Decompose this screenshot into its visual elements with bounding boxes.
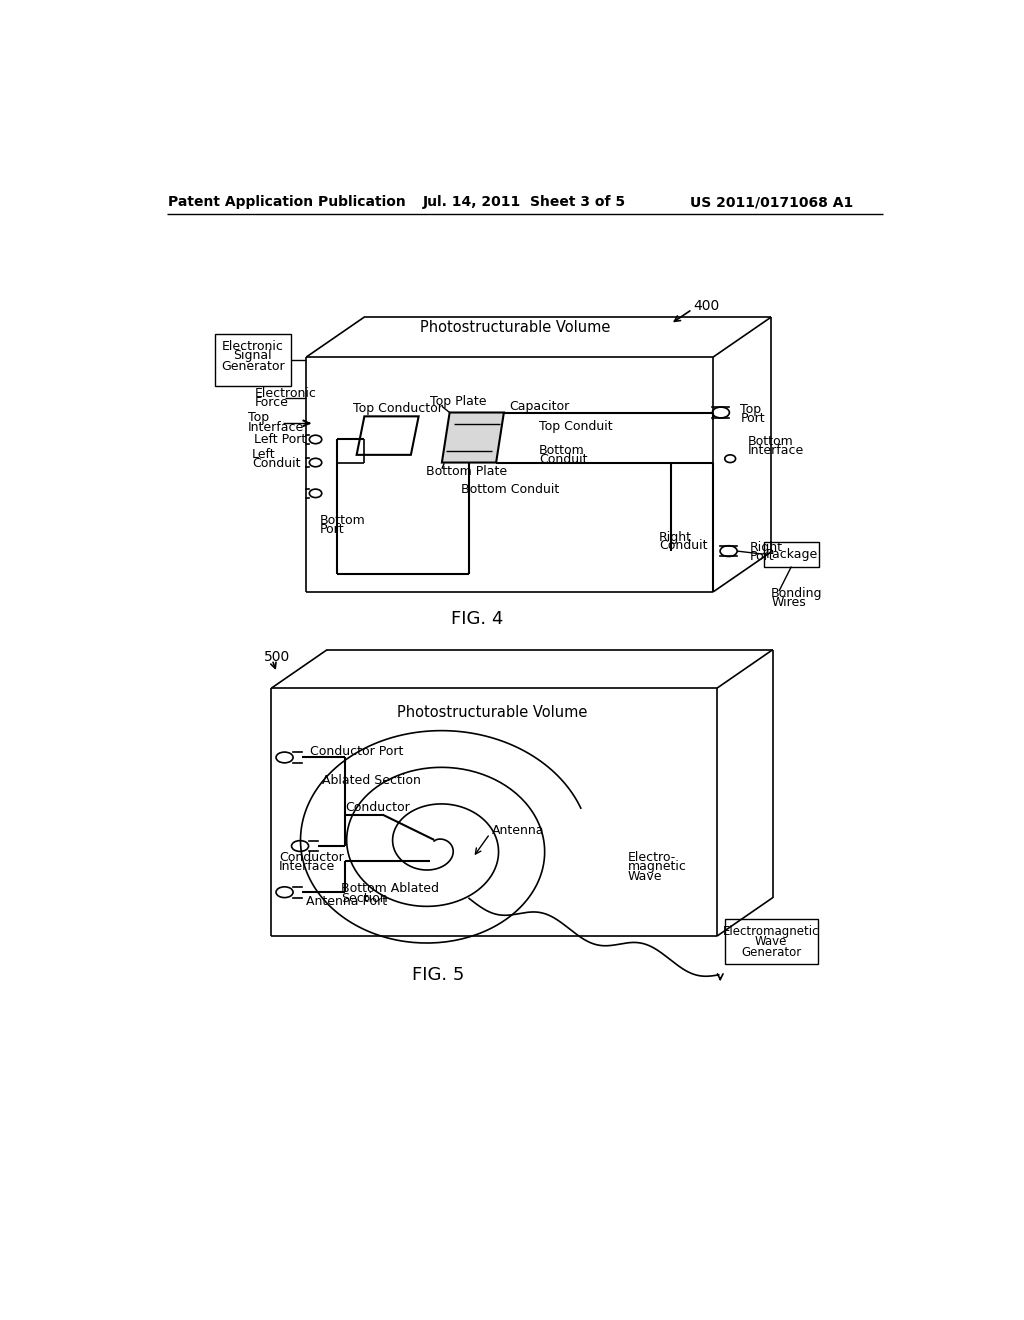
Text: Photostructurable Volume: Photostructurable Volume (420, 321, 610, 335)
Text: magnetic: magnetic (628, 861, 687, 874)
Text: Bottom: Bottom (748, 436, 794, 449)
Text: Jul. 14, 2011  Sheet 3 of 5: Jul. 14, 2011 Sheet 3 of 5 (423, 195, 627, 210)
Text: Interface: Interface (280, 861, 336, 874)
Text: Capacitor: Capacitor (509, 400, 569, 413)
Text: Bottom: Bottom (539, 445, 585, 458)
Text: Top Conductor: Top Conductor (352, 403, 442, 416)
Text: Bottom Conduit: Bottom Conduit (461, 483, 559, 496)
Text: Top Conduit: Top Conduit (539, 420, 612, 433)
Text: Conductor: Conductor (345, 801, 410, 814)
Text: Bottom Plate: Bottom Plate (426, 465, 508, 478)
Text: Left Port: Left Port (254, 433, 306, 446)
Text: Photostructurable Volume: Photostructurable Volume (397, 705, 588, 721)
Text: Port: Port (321, 523, 345, 536)
Text: Conductor: Conductor (280, 851, 344, 865)
Bar (764, 541, 819, 566)
Text: Electronic: Electronic (254, 387, 316, 400)
Text: Interface: Interface (748, 445, 804, 458)
Text: 400: 400 (693, 300, 720, 313)
Polygon shape (442, 412, 504, 462)
Text: 500: 500 (263, 651, 290, 664)
Text: Antenna Port: Antenna Port (306, 895, 387, 908)
Text: Signal: Signal (233, 348, 272, 362)
Text: Top Plate: Top Plate (430, 395, 486, 408)
Text: Interface: Interface (248, 421, 304, 434)
Text: Wave: Wave (755, 935, 787, 948)
Text: Antenna: Antenna (493, 824, 545, 837)
Text: Conduit: Conduit (658, 539, 708, 552)
Text: Electronic: Electronic (222, 339, 284, 352)
Text: Ablated Section: Ablated Section (322, 774, 421, 787)
Text: Bottom Ablated: Bottom Ablated (341, 882, 439, 895)
Text: Top: Top (248, 412, 269, 425)
Text: Conduit: Conduit (252, 457, 300, 470)
Bar (215, 334, 291, 387)
Text: Port: Port (740, 412, 765, 425)
Text: Conduit: Conduit (539, 453, 587, 466)
Text: Electromagnetic: Electromagnetic (723, 925, 819, 939)
Text: Electro-: Electro- (628, 851, 676, 865)
Text: Wave: Wave (628, 870, 663, 883)
Text: Bottom: Bottom (321, 513, 366, 527)
Text: Port: Port (750, 550, 774, 564)
Text: Generator: Generator (221, 360, 285, 372)
Text: FIG. 5: FIG. 5 (412, 966, 464, 983)
Text: US 2011/0171068 A1: US 2011/0171068 A1 (689, 195, 853, 210)
Text: Bonding: Bonding (771, 587, 822, 601)
Text: Right: Right (658, 531, 692, 544)
Bar (725, 919, 818, 964)
Text: FIG. 4: FIG. 4 (451, 610, 503, 628)
Text: Section: Section (341, 892, 388, 906)
Text: Generator: Generator (741, 945, 802, 958)
Text: Wires: Wires (771, 597, 806, 610)
Text: Conductor Port: Conductor Port (310, 744, 403, 758)
Text: Package: Package (765, 548, 817, 561)
Text: Right: Right (750, 541, 782, 554)
Text: Left: Left (252, 449, 275, 462)
Text: Patent Application Publication: Patent Application Publication (168, 195, 406, 210)
Text: Top: Top (740, 403, 762, 416)
Text: Force: Force (254, 396, 288, 409)
